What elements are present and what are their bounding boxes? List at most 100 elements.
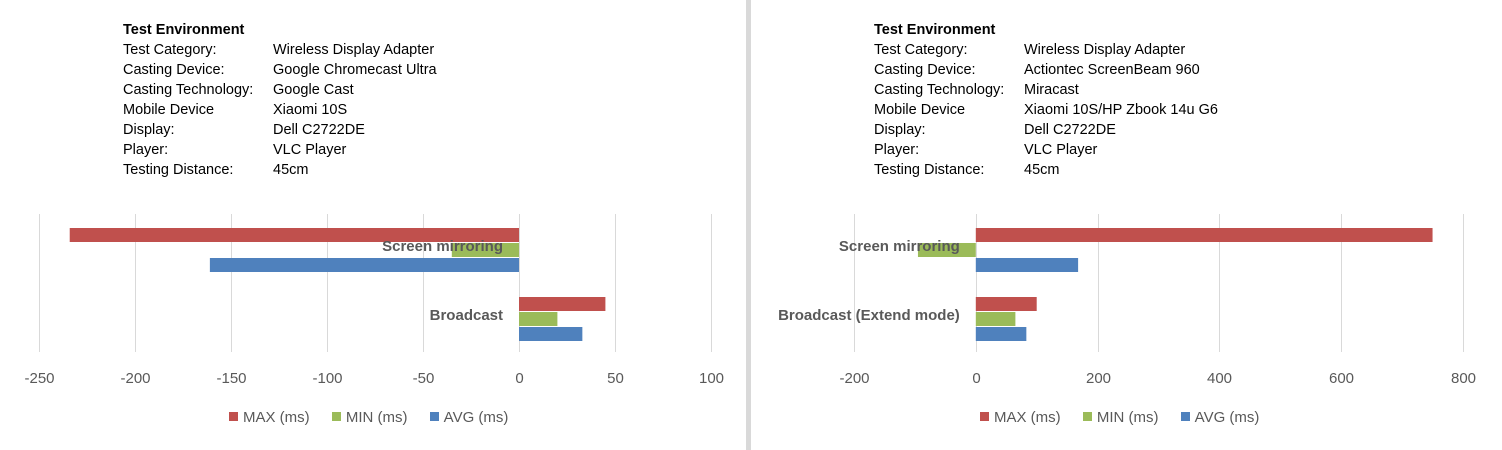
x-tick-label: 800 — [1451, 370, 1476, 387]
env-row: Mobile Device Xiaomi 10S — [123, 100, 437, 120]
env-key: Mobile Device — [123, 102, 215, 118]
bar-min — [917, 243, 976, 257]
env-value: 45cm — [273, 162, 309, 178]
env-row: Test Category: Wireless Display Adapter — [123, 40, 437, 60]
legend-label-min: MIN (ms) — [1096, 409, 1159, 426]
x-tick-label: 400 — [1207, 370, 1232, 387]
legend-swatch-max — [980, 412, 989, 421]
legend-swatch-min — [1082, 412, 1092, 421]
legend-swatch-min — [331, 412, 341, 421]
legend-label-avg: AVG (ms) — [1194, 409, 1260, 426]
env-row: Casting Technology: Google Cast — [123, 80, 437, 100]
x-tick-label: -50 — [413, 370, 435, 387]
legend-item-min: MIN (ms) — [331, 409, 408, 426]
test-environment-title: Test Environment — [123, 22, 245, 38]
category-label: Broadcast (Extend mode) — [778, 307, 960, 324]
env-value: VLC Player — [1024, 142, 1098, 158]
env-value: Google Cast — [273, 82, 354, 98]
bar-min — [975, 312, 1016, 326]
test-environment-title: Test Environment — [874, 22, 996, 38]
x-tick-label: -100 — [312, 370, 342, 387]
legend-label-min: MIN (ms) — [345, 409, 408, 426]
env-key: Casting Device: — [123, 62, 225, 78]
env-value: VLC Player — [273, 142, 347, 158]
test-environment-block: Test Environment Test Category: Wireless … — [123, 20, 437, 180]
env-key: Mobile Device — [874, 102, 966, 118]
env-key: Display: — [874, 122, 926, 138]
chart-legend: MAX (ms) MIN (ms) AVG (ms) — [980, 409, 1277, 426]
legend-item-max: MAX (ms) — [229, 409, 310, 426]
x-tick-label: 200 — [1086, 370, 1111, 387]
bar-avg — [209, 258, 519, 272]
legend-swatch-max — [229, 412, 238, 421]
env-value: Wireless Display Adapter — [1024, 42, 1186, 58]
env-key: Player: — [123, 142, 169, 158]
env-value: Wireless Display Adapter — [273, 42, 435, 58]
x-tick-label: -250 — [24, 370, 54, 387]
env-key: Display: — [123, 122, 175, 138]
test-environment-block: Test Environment Test Category: Wireless … — [874, 20, 1218, 180]
bar-max — [519, 297, 606, 311]
x-tick-label: -200 — [839, 370, 869, 387]
x-tick-label: 0 — [972, 370, 980, 387]
chart-panel-right: Test Environment Test Category: Wireless … — [751, 0, 1502, 450]
x-tick-label: -150 — [216, 370, 246, 387]
env-value: Actiontec ScreenBeam 960 — [1024, 62, 1200, 78]
env-value: Miracast — [1024, 82, 1079, 98]
legend-item-min: MIN (ms) — [1082, 409, 1159, 426]
legend-label-max: MAX (ms) — [994, 409, 1061, 426]
env-value: Xiaomi 10S/HP Zbook 14u G6 — [1024, 102, 1218, 118]
bar-chart-right: -200 0 200 400 600 800 Screen mirroring Broadca… — [778, 214, 1476, 387]
env-value: Google Chromecast Ultra — [273, 62, 437, 78]
x-tick-label: 50 — [607, 370, 624, 387]
env-row: Casting Device: Google Chromecast Ultra — [123, 60, 437, 80]
legend-label-avg: AVG (ms) — [443, 409, 509, 426]
legend-item-max: MAX (ms) — [980, 409, 1061, 426]
bar-avg — [519, 327, 583, 341]
category-label: Screen mirroring — [839, 238, 960, 255]
bar-max — [975, 228, 1433, 242]
legend-swatch-avg — [429, 412, 439, 421]
bar-avg — [975, 327, 1027, 341]
env-row: Display: Dell C2722DE — [874, 120, 1218, 140]
legend-item-avg: AVG (ms) — [429, 409, 509, 426]
env-value: Dell C2722DE — [1024, 122, 1116, 138]
env-row: Display: Dell C2722DE — [123, 120, 437, 140]
bar-max — [69, 228, 519, 242]
category-label: Broadcast — [430, 307, 503, 324]
env-key: Casting Technology: — [123, 82, 254, 98]
env-row: Testing Distance: 45cm — [123, 160, 437, 180]
x-tick-label: 100 — [699, 370, 724, 387]
env-row: Test Category: Wireless Display Adapter — [874, 40, 1218, 60]
x-tick-label: 600 — [1329, 370, 1354, 387]
bar-max — [975, 297, 1037, 311]
env-row: Casting Device: Actiontec ScreenBeam 960 — [874, 60, 1218, 80]
bar-min — [451, 243, 519, 257]
env-value: Xiaomi 10S — [273, 102, 348, 118]
env-key: Test Category: — [874, 42, 968, 58]
env-row: Mobile Device Xiaomi 10S/HP Zbook 14u G6 — [874, 100, 1218, 120]
env-key: Test Category: — [123, 42, 217, 58]
legend-label-max: MAX (ms) — [243, 409, 310, 426]
legend-item-avg: AVG (ms) — [1180, 409, 1260, 426]
chart-legend: MAX (ms) MIN (ms) AVG (ms) — [229, 409, 526, 426]
env-key: Casting Device: — [874, 62, 976, 78]
bar-min — [519, 312, 558, 326]
chart-panel-left: Test Environment Test Category: Wireless … — [0, 0, 746, 450]
bar-chart-left: -250 -200 -150 -100 -50 0 50 100 Screen mirrorin… — [24, 214, 724, 387]
env-value: Dell C2722DE — [273, 122, 365, 138]
category-label: Screen mirroring — [382, 238, 503, 255]
legend-swatch-avg — [1180, 412, 1190, 421]
env-key: Player: — [874, 142, 920, 158]
env-value: 45cm — [1024, 162, 1060, 178]
bar-avg — [975, 258, 1079, 272]
x-tick-label: -200 — [120, 370, 150, 387]
env-row: Player: VLC Player — [874, 140, 1218, 160]
x-tick-label: 0 — [515, 370, 523, 387]
env-row: Testing Distance: 45cm — [874, 160, 1218, 180]
env-key: Testing Distance: — [123, 162, 234, 178]
env-row: Player: VLC Player — [123, 140, 437, 160]
env-key: Testing Distance: — [874, 162, 985, 178]
env-key: Casting Technology: — [874, 82, 1005, 98]
env-row: Casting Technology: Miracast — [874, 80, 1218, 100]
